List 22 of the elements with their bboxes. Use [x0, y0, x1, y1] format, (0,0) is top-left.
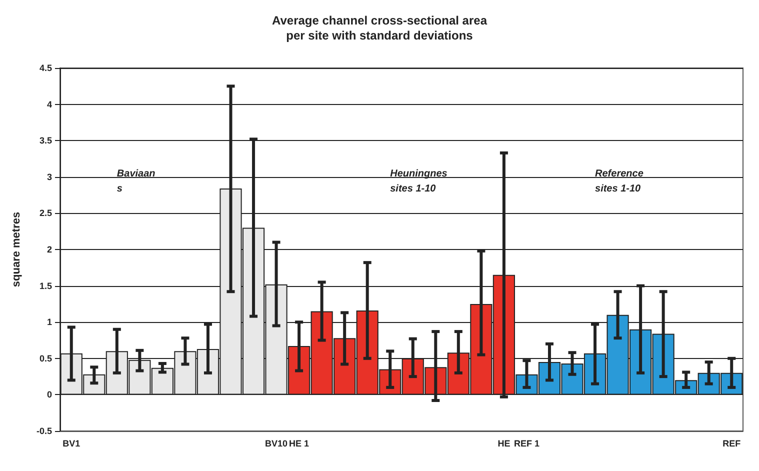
x-tick-label: BV10 [265, 438, 288, 448]
x-tick-label: HE 1 [289, 438, 310, 448]
x-tick-label: HE [498, 438, 510, 448]
y-tick-label: -0.5 [36, 426, 52, 436]
y-tick-label: 4 [46, 99, 52, 110]
x-tick-label: REF 1 [514, 438, 540, 448]
y-tick-label: 4.5 [39, 63, 52, 73]
y-tick-label: 3.5 [39, 136, 52, 146]
y-tick-label: 3 [46, 172, 52, 182]
x-tick-label: REF [722, 438, 742, 448]
annotation: Baviaan s [116, 168, 156, 195]
y-tick-label: 0 [46, 390, 52, 400]
chart-title: Average channel cross-sectional area per site with standard deviations [272, 14, 488, 42]
annotation: Heuningnes sites 1-10 [390, 168, 448, 195]
annotation: Reference sites 1-10 [595, 168, 644, 195]
y-tick-label: 1.5 [39, 280, 52, 291]
y-tick-label: 2 [46, 244, 52, 254]
y-axis-title: square metres [10, 212, 22, 288]
y-tick-label: 1 [46, 317, 52, 328]
y-tick-label: 0.5 [39, 353, 52, 364]
y-tick-label: 2.5 [39, 208, 52, 218]
x-tick-label: BV1 [62, 438, 80, 448]
